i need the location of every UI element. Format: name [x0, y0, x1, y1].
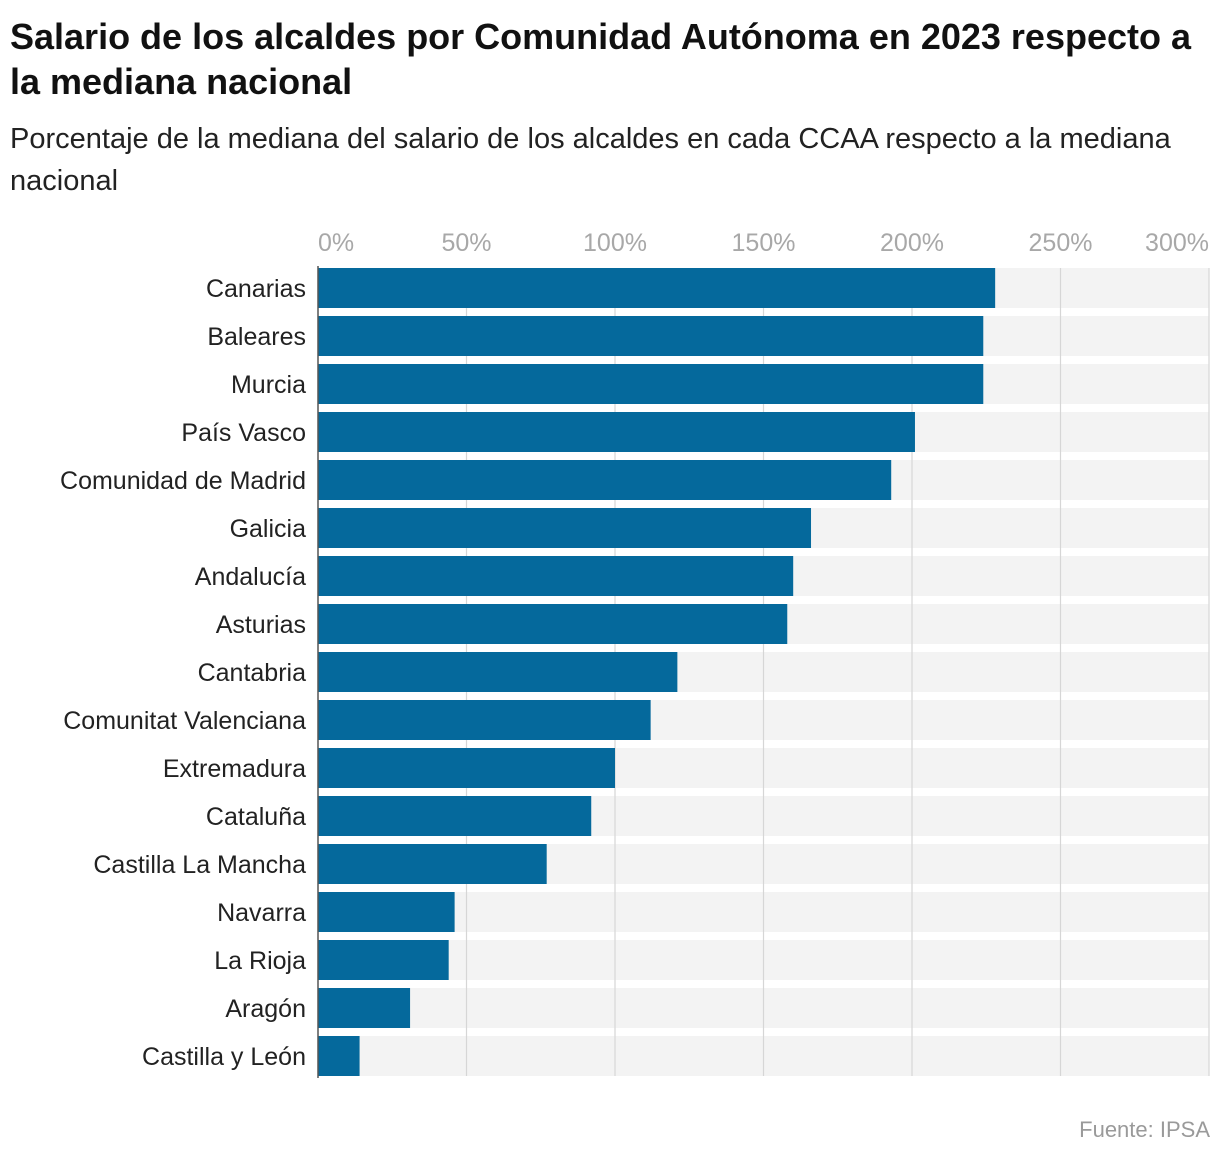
x-tick-label: 250% — [1029, 229, 1093, 257]
category-label: Navarra — [217, 899, 306, 927]
category-label: La Rioja — [214, 947, 306, 975]
x-tick-label: 200% — [880, 229, 944, 257]
category-label: Asturias — [216, 611, 306, 639]
bar — [318, 796, 592, 836]
bar — [318, 1036, 360, 1076]
category-label: Andalucía — [195, 563, 306, 591]
category-label: Canarias — [206, 275, 306, 303]
category-label: País Vasco — [181, 419, 306, 447]
bar — [318, 268, 996, 308]
category-label: Cantabria — [198, 659, 306, 687]
bar — [318, 892, 455, 932]
bar — [318, 412, 915, 452]
category-label: Comunitat Valenciana — [63, 707, 306, 735]
x-tick-label: 150% — [732, 229, 796, 257]
category-label: Galicia — [230, 515, 307, 543]
chart-subtitle: Porcentaje de la mediana del salario de … — [10, 123, 1171, 197]
category-label: Murcia — [231, 371, 306, 399]
category-label: Castilla La Mancha — [93, 851, 306, 879]
category-label: Castilla y León — [142, 1043, 306, 1071]
x-tick-label: 50% — [441, 229, 491, 257]
category-label: Cataluña — [206, 803, 306, 831]
bar — [318, 364, 984, 404]
bar — [318, 748, 615, 788]
bar — [318, 988, 411, 1028]
bar — [318, 508, 812, 548]
source-note: Fuente: IPSA — [1079, 1117, 1210, 1142]
bar — [318, 460, 892, 500]
bar — [318, 652, 678, 692]
x-tick-label: 300% — [1145, 229, 1209, 257]
bar — [318, 556, 794, 596]
bar — [318, 316, 984, 356]
category-label: Baleares — [207, 323, 306, 351]
category-label: Comunidad de Madrid — [60, 467, 306, 495]
bar — [318, 700, 651, 740]
bar — [318, 604, 788, 644]
category-label: Extremadura — [163, 755, 306, 783]
bar-chart: 0% 50% 100% 150% 200% 250% 300% Canarias Baleare… — [60, 229, 1210, 1078]
chart-title: Salario de los alcaldes por Comunidad Au… — [10, 16, 1192, 102]
x-tick-label: 0% — [318, 229, 354, 257]
bar — [318, 844, 547, 884]
x-tick-label: 100% — [583, 229, 647, 257]
bar — [318, 940, 449, 980]
category-label: Aragón — [225, 995, 306, 1023]
